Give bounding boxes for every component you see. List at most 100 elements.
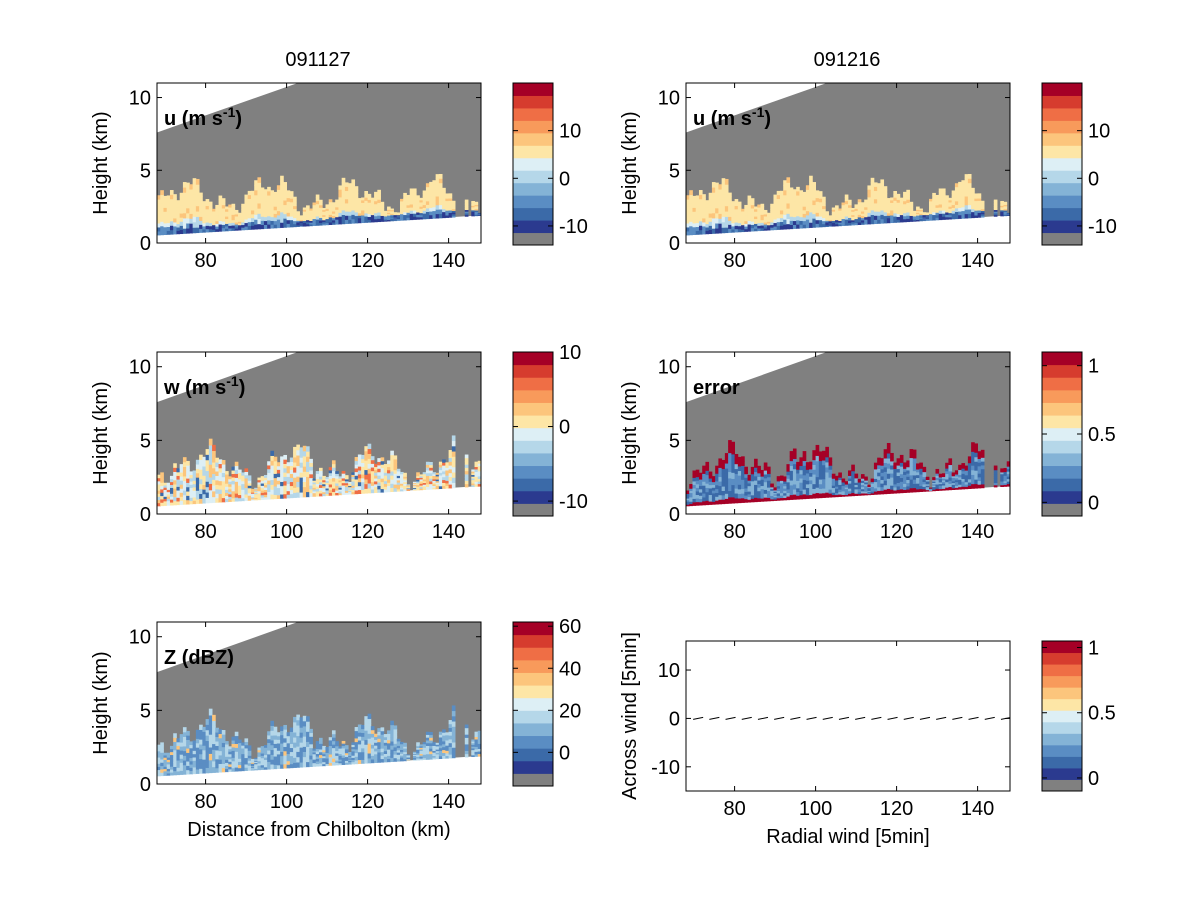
field-cell — [390, 215, 394, 218]
field-cell — [387, 460, 391, 464]
field-cell — [270, 720, 275, 726]
field-cell — [741, 215, 745, 219]
field-cell — [189, 757, 194, 762]
field-cell — [689, 208, 693, 213]
field-cell — [711, 493, 716, 497]
field-cell — [225, 216, 229, 220]
field-cell — [844, 493, 849, 496]
field-cell — [169, 499, 174, 503]
field-cell — [166, 768, 171, 772]
field-cell — [244, 497, 249, 501]
field-cell — [241, 756, 245, 760]
field-cell — [160, 749, 164, 753]
field-cell — [367, 216, 372, 220]
field-cell — [393, 212, 398, 214]
field-cell — [432, 478, 437, 482]
field-cell — [396, 488, 401, 492]
field-cell — [838, 474, 842, 478]
field-cell — [954, 472, 959, 475]
field-cell — [380, 744, 385, 749]
field-cell — [419, 488, 424, 491]
field-cell — [471, 749, 475, 752]
field-cell — [380, 457, 385, 462]
field-cell — [438, 475, 443, 479]
field-cell — [299, 225, 304, 227]
field-cell — [380, 734, 385, 739]
field-cell — [344, 747, 349, 750]
field-cell — [818, 212, 823, 217]
field-cell — [419, 475, 424, 478]
field-cell — [357, 736, 362, 741]
field-cell — [195, 472, 200, 478]
field-cell — [166, 230, 171, 235]
field-cell — [961, 203, 966, 208]
field-cell — [929, 201, 933, 204]
field-cell — [270, 201, 275, 206]
field-cell — [718, 467, 723, 473]
field-cell — [851, 214, 855, 217]
field-cell — [166, 226, 171, 231]
field-cell — [370, 740, 375, 745]
field-cell — [412, 758, 417, 760]
field-cell — [773, 205, 778, 210]
field-cell — [954, 477, 959, 481]
field-cell — [899, 197, 904, 201]
field-cell — [296, 756, 300, 763]
field-cell — [860, 213, 865, 216]
field-cell — [786, 474, 791, 479]
field-cell — [448, 457, 453, 462]
field-cell — [916, 477, 920, 481]
field-cell — [367, 196, 372, 200]
field-cell — [702, 477, 706, 482]
field-cell — [280, 747, 284, 752]
field-cell — [273, 460, 278, 466]
field-cell — [964, 196, 969, 201]
field-cell — [474, 478, 479, 482]
field-cell — [779, 210, 784, 215]
field-cell — [870, 483, 875, 486]
field-cell — [1003, 205, 1008, 208]
field-cell — [406, 756, 411, 758]
field-cell — [451, 204, 456, 207]
field-cell — [260, 753, 265, 756]
field-cell — [838, 477, 842, 481]
field-cell — [977, 210, 982, 213]
field-cell — [263, 754, 268, 758]
field-cell — [270, 749, 275, 755]
field-cell — [967, 191, 972, 197]
field-cell — [390, 741, 394, 746]
field-cell — [728, 196, 732, 201]
field-cell — [903, 483, 907, 487]
field-cell — [731, 204, 735, 208]
field-cell — [425, 461, 430, 465]
field-cell — [367, 743, 372, 749]
field-cell — [400, 477, 404, 480]
field-cell — [357, 458, 362, 463]
field-cell — [818, 474, 823, 480]
field-cell — [438, 753, 443, 757]
field-cell — [724, 463, 729, 469]
field-cell — [182, 741, 187, 747]
field-cell — [238, 745, 242, 750]
field-cell — [792, 197, 797, 202]
field-cell — [967, 195, 972, 201]
field-cell — [383, 736, 388, 741]
field-cell — [364, 469, 368, 475]
field-cell — [964, 477, 969, 480]
field-cell — [906, 479, 910, 484]
field-cell — [163, 764, 168, 767]
field-cell — [919, 482, 923, 487]
field-cell — [241, 219, 245, 223]
field-cell — [964, 182, 969, 188]
field-cell — [195, 756, 200, 761]
field-cell — [971, 469, 975, 475]
field-cell — [770, 203, 774, 207]
field-cell — [763, 477, 768, 483]
field-cell — [867, 204, 872, 209]
field-cell — [208, 228, 213, 233]
field-cell — [182, 760, 187, 766]
field-cell — [247, 477, 252, 481]
field-cell — [341, 750, 346, 754]
field-cell — [412, 210, 417, 214]
field-cell — [325, 756, 330, 759]
